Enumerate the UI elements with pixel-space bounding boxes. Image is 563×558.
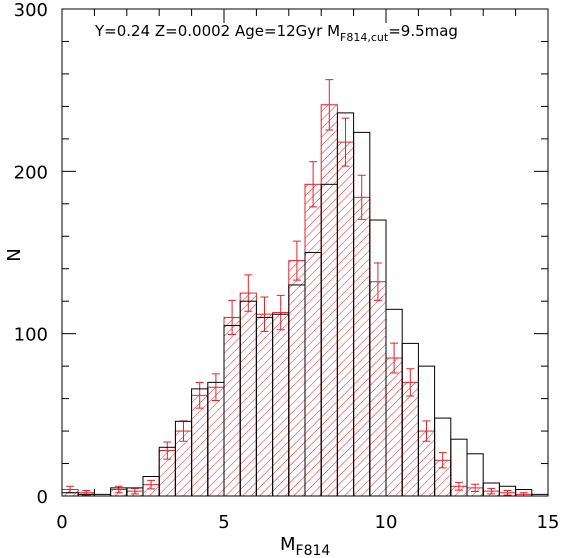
plot-area [61, 79, 549, 497]
histogram-bar [401, 381, 419, 497]
histogram-bar [288, 260, 306, 497]
error-bar [341, 117, 350, 167]
error-bar [195, 382, 204, 409]
error-bar [325, 79, 334, 131]
histogram-bar [255, 313, 274, 497]
histogram-bar [223, 316, 241, 497]
error-bar [292, 240, 301, 281]
histogram-bar [304, 183, 322, 497]
annotation-sub: F814,cut [340, 31, 389, 44]
error-bar [422, 420, 431, 442]
histogram-bar [353, 196, 371, 497]
y-tick-label: 100 [14, 325, 48, 346]
annotation: Y=0.24 Z=0.0002 Age=12Gyr MF814,cut=9.5m… [94, 22, 458, 44]
y-tick-label: 300 [14, 0, 48, 21]
error-bar [211, 373, 220, 402]
error-bar [309, 161, 318, 208]
error-bar [471, 483, 480, 492]
error-bar [503, 489, 512, 496]
frame [61, 8, 549, 497]
error-bar [390, 342, 399, 374]
error-bar [163, 441, 172, 460]
annotation-tail: =9.5mag [388, 22, 458, 40]
x-tick-label: 10 [375, 512, 398, 533]
x-tick-label: 15 [537, 512, 560, 533]
error-bar [260, 296, 269, 332]
histogram-bar [207, 386, 225, 497]
annotation-text: Y=0.24 Z=0.0002 Age=12Gyr M [94, 22, 340, 40]
x-tick-label: 5 [218, 512, 229, 533]
x-axis-label: MF814 [280, 534, 330, 558]
y-tick-label: 0 [37, 487, 48, 508]
error-bar [276, 294, 285, 331]
error-bar [373, 262, 382, 301]
error-bar [228, 299, 237, 335]
y-axis-label: N [4, 248, 25, 261]
histogram-bar [239, 292, 257, 497]
x-label-sub: F814 [296, 543, 331, 558]
error-bar [406, 368, 415, 397]
error-bar [454, 481, 463, 491]
y-tick-label: 200 [14, 162, 48, 183]
x-label-text: M [280, 534, 296, 555]
error-bar [114, 485, 123, 494]
histogram-bar [385, 357, 403, 497]
histogram-bar [320, 104, 338, 497]
error-bar [487, 487, 496, 495]
error-bar [357, 174, 366, 220]
histogram-bar [191, 394, 209, 497]
x-tick-label: 0 [56, 512, 67, 533]
error-bar [244, 274, 253, 312]
error-bar [147, 479, 156, 490]
histogram-bar [336, 141, 355, 497]
histogram-bar [369, 281, 387, 497]
histogram-bar [272, 312, 290, 497]
error-bar [438, 452, 447, 469]
